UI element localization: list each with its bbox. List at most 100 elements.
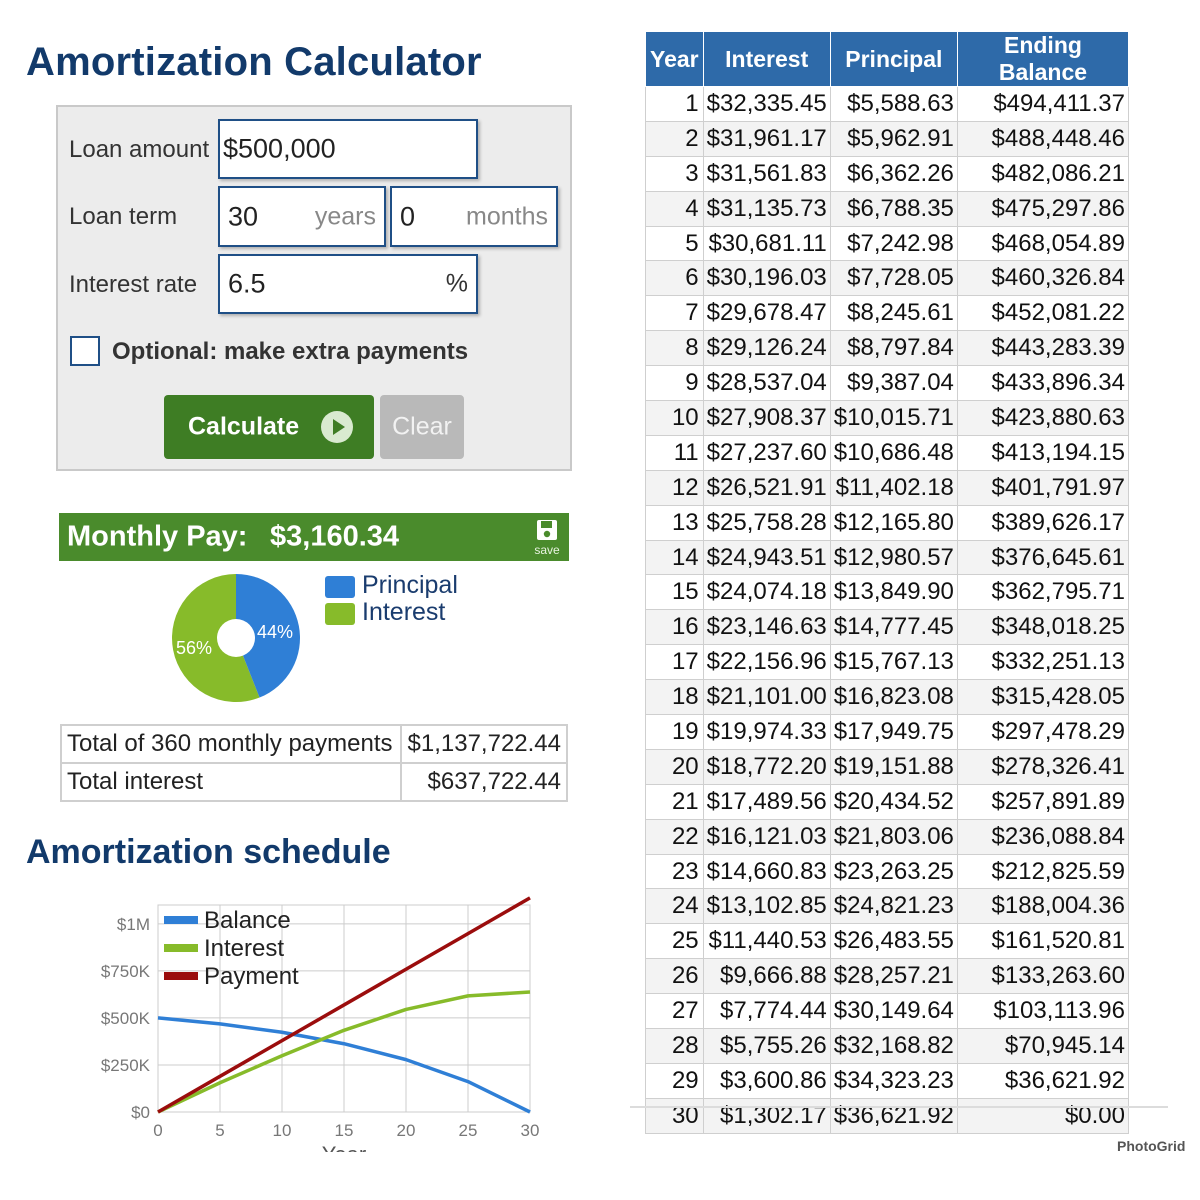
cell-year: 24 (645, 888, 704, 925)
save-icon (537, 520, 557, 540)
cell-interest: $30,196.03 (702, 260, 831, 297)
cell-ending-balance: $103,113.96 (956, 993, 1130, 1030)
x-tick-label: 20 (397, 1121, 416, 1140)
legend-label-balance: Balance (204, 907, 291, 934)
cell-year: 18 (645, 679, 704, 716)
cell-principal: $28,257.21 (829, 958, 958, 995)
cell-principal: $6,362.26 (829, 155, 958, 192)
total-interest-label: Total interest (60, 762, 402, 802)
legend-swatch-interest (164, 944, 198, 952)
cell-ending-balance: $315,428.05 (956, 679, 1130, 716)
table-row: 16 $23,146.63 $14,777.45 $348,018.25 (645, 609, 1130, 646)
table-row: 27 $7,774.44 $30,149.64 $103,113.96 (645, 993, 1130, 1030)
table-row: 20 $18,772.20 $19,151.88 $278,326.41 (645, 748, 1130, 785)
pie-interest-pct: 56% (176, 638, 213, 658)
cell-principal: $10,686.48 (829, 434, 958, 471)
cell-year: 11 (645, 434, 704, 471)
loan-term-months-input[interactable]: 0 months (390, 186, 558, 247)
totals-row: Total of 360 monthly payments $1,137,722… (60, 724, 569, 764)
table-row: 1 $32,335.45 $5,588.63 $494,411.37 (645, 86, 1130, 122)
cell-year: 5 (645, 225, 704, 262)
monthly-pay-value: $3,160.34 (270, 520, 400, 553)
loan-term-years-value: 30 (228, 201, 259, 231)
table-row: 22 $16,121.03 $21,803.06 $236,088.84 (645, 818, 1130, 855)
cell-year: 26 (645, 958, 704, 995)
cell-ending-balance: $494,411.37 (956, 86, 1130, 122)
cell-interest: $25,758.28 (702, 504, 831, 541)
total-interest-value: $637,722.44 (399, 762, 569, 802)
col-header-ending-balance: Ending Balance (956, 31, 1130, 87)
clear-label: Clear (392, 412, 452, 441)
cell-year: 28 (645, 1028, 704, 1064)
table-row: 14 $24,943.51 $12,980.57 $376,645.61 (645, 539, 1130, 576)
schedule-title: Amortization schedule (26, 833, 391, 871)
legend-label-interest: Interest (204, 935, 284, 962)
table-row: 3 $31,561.83 $6,362.26 $482,086.21 (645, 155, 1130, 192)
cell-principal: $13,849.90 (829, 574, 958, 611)
x-tick-label: 15 (335, 1121, 354, 1140)
cell-ending-balance: $236,088.84 (956, 818, 1130, 855)
col-header-principal: Principal (829, 31, 958, 87)
cell-ending-balance: $257,891.89 (956, 783, 1130, 820)
cell-year: 23 (645, 853, 704, 890)
cell-interest: $1,302.17 (702, 1097, 831, 1134)
interest-rate-input[interactable]: 6.5 % (218, 254, 478, 314)
cell-ending-balance: $376,645.61 (956, 539, 1130, 576)
table-body: 1 $32,335.45 $5,588.63 $494,411.37 2 $31,961.… (645, 86, 1130, 1134)
table-row: 18 $21,101.00 $16,823.08 $315,428.05 (645, 679, 1130, 716)
loan-amount-input[interactable]: $500,000 (218, 119, 478, 179)
cell-interest: $7,774.44 (702, 993, 831, 1030)
x-tick-label: 10 (273, 1121, 292, 1140)
cell-interest: $30,681.11 (702, 225, 831, 262)
cell-ending-balance: $362,795.71 (956, 574, 1130, 611)
cell-principal: $6,788.35 (829, 190, 958, 227)
cell-ending-balance: $475,297.86 (956, 190, 1130, 227)
cell-principal: $16,823.08 (829, 679, 958, 716)
cell-interest: $19,974.33 (702, 714, 831, 750)
cell-principal: $32,168.82 (829, 1028, 958, 1064)
table-row: 13 $25,758.28 $12,165.80 $389,626.17 (645, 504, 1130, 541)
extra-payments-checkbox[interactable] (70, 336, 100, 366)
monthly-pay-bar: Monthly Pay: $3,160.34 save (59, 513, 569, 561)
cell-ending-balance: $133,263.60 (956, 958, 1130, 995)
table-row: 6 $30,196.03 $7,728.05 $460,326.84 (645, 260, 1130, 297)
percent-suffix: % (445, 269, 468, 298)
loan-amount-value: $500,000 (223, 133, 336, 164)
cell-ending-balance: $482,086.21 (956, 155, 1130, 192)
cell-principal: $26,483.55 (829, 923, 958, 960)
cell-ending-balance: $413,194.15 (956, 434, 1130, 471)
clear-button[interactable]: Clear (380, 395, 464, 459)
cell-interest: $13,102.85 (702, 888, 831, 925)
cell-interest: $14,660.83 (702, 853, 831, 890)
table-row: 25 $11,440.53 $26,483.55 $161,520.81 (645, 923, 1130, 960)
pie-slice-interest (172, 574, 260, 702)
cell-principal: $12,165.80 (829, 504, 958, 541)
cell-year: 20 (645, 748, 704, 785)
cell-ending-balance: $423,880.63 (956, 400, 1130, 436)
cell-interest: $27,237.60 (702, 434, 831, 471)
cell-principal: $30,149.64 (829, 993, 958, 1030)
table-row: 7 $29,678.47 $8,245.61 $452,081.22 (645, 295, 1130, 332)
table-row: 10 $27,908.37 $10,015.71 $423,880.63 (645, 400, 1130, 436)
save-button[interactable]: save (531, 519, 563, 557)
cell-year: 27 (645, 993, 704, 1030)
table-row: 15 $24,074.18 $13,849.90 $362,795.71 (645, 574, 1130, 611)
y-tick-label: $750K (101, 962, 151, 981)
cell-interest: $29,678.47 (702, 295, 831, 332)
cell-principal: $36,621.92 (829, 1097, 958, 1134)
cell-year: 19 (645, 714, 704, 750)
loan-term-years-input[interactable]: 30 years (218, 186, 386, 247)
table-row: 19 $19,974.33 $17,949.75 $297,478.29 (645, 714, 1130, 750)
cell-principal: $23,263.25 (829, 853, 958, 890)
cell-interest: $26,521.91 (702, 469, 831, 506)
calculate-button[interactable]: Calculate (164, 395, 374, 459)
extra-payments-label: Optional: make extra payments (112, 338, 469, 365)
series-line-interest (157, 990, 531, 1114)
cell-principal: $19,151.88 (829, 748, 958, 785)
cell-ending-balance: $460,326.84 (956, 260, 1130, 297)
years-suffix: years (314, 202, 376, 230)
cell-year: 22 (645, 818, 704, 855)
cell-interest: $3,600.86 (702, 1062, 831, 1099)
table-row: 28 $5,755.26 $32,168.82 $70,945.14 (645, 1028, 1130, 1064)
totals-row: Total interest $637,722.44 (60, 762, 569, 802)
